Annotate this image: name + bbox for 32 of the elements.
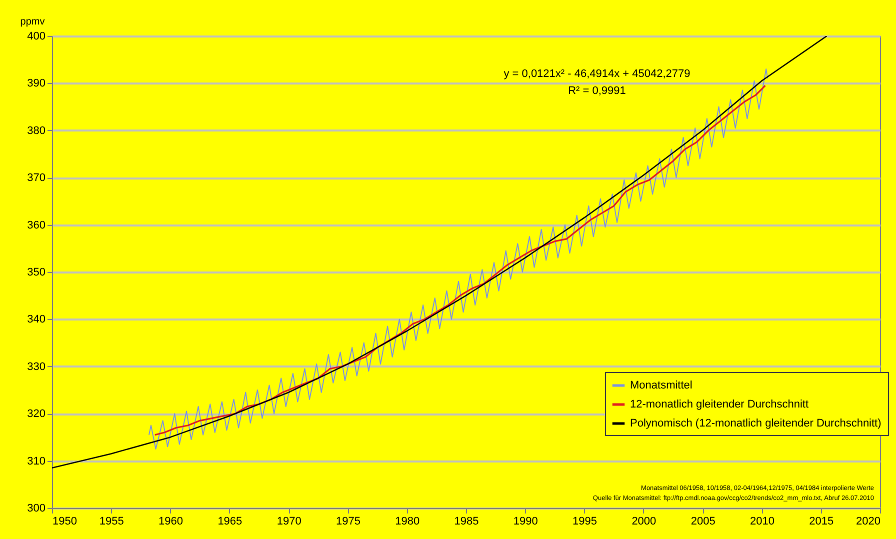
legend-label: Polynomisch (12-monatlich gleitender Durchschnitt) bbox=[630, 418, 882, 430]
y-tick-label: 350 bbox=[27, 266, 46, 278]
y-tick-label: 370 bbox=[27, 172, 46, 184]
annotation: R² = 0,9991 bbox=[568, 85, 626, 97]
x-tick-label: 1950 bbox=[52, 516, 77, 528]
y-tick-label: 310 bbox=[27, 455, 46, 468]
x-tick-label: 1960 bbox=[158, 516, 184, 528]
x-tick-label: 1975 bbox=[336, 516, 360, 528]
x-tick-label: 2020 bbox=[856, 516, 880, 528]
legend-label: 12-monatlich gleitender Durchschnitt bbox=[630, 398, 809, 410]
annotation: y = 0,0121x² - 46,4914x + 45042,2779 bbox=[504, 68, 690, 80]
legend-label: Monatsmittel bbox=[630, 380, 692, 392]
x-tick-label: 2000 bbox=[632, 516, 656, 528]
x-tick-label: 1980 bbox=[395, 516, 420, 528]
y-tick-label: 320 bbox=[27, 408, 46, 420]
y-tick-label: 360 bbox=[27, 219, 46, 232]
y-tick-label: 340 bbox=[27, 314, 46, 326]
x-tick-label: 1990 bbox=[513, 516, 538, 528]
x-tick-label: 2005 bbox=[690, 516, 716, 528]
y-axis-title: ppmv bbox=[20, 16, 45, 28]
x-tick-label: 1965 bbox=[218, 516, 242, 528]
x-tick-label: 2010 bbox=[750, 516, 774, 528]
x-tick-label: 1970 bbox=[276, 516, 302, 528]
y-tick-label: 390 bbox=[27, 78, 46, 90]
x-tick-label: 1985 bbox=[454, 516, 479, 528]
x-tick-label: 2015 bbox=[809, 516, 834, 528]
x-tick-label: 1995 bbox=[572, 516, 598, 528]
y-tick-label: 330 bbox=[27, 360, 46, 373]
x-tick-label: 1955 bbox=[99, 516, 124, 528]
y-tick-label: 300 bbox=[27, 502, 46, 514]
y-tick-label: 380 bbox=[27, 124, 46, 137]
y-tick-label: 400 bbox=[27, 30, 46, 42]
